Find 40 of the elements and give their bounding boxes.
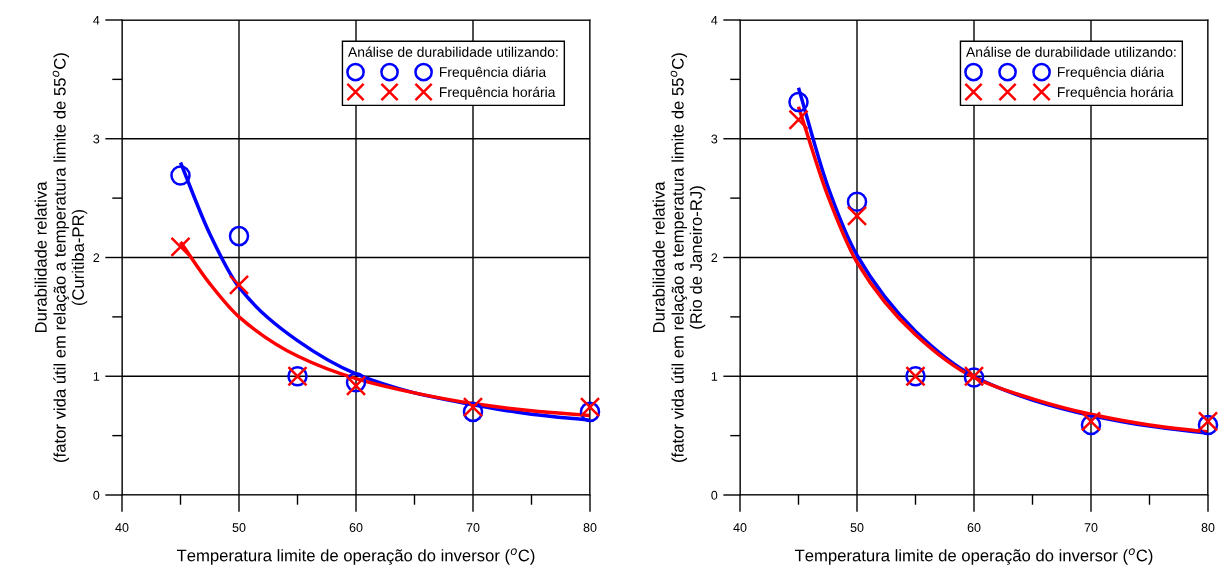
x-tick-label: 40 [733,523,747,532]
x-tick-label: 80 [1201,523,1215,532]
point [170,236,191,258]
x-tick-label: 60 [967,523,981,532]
x-tick-label: 70 [1084,523,1098,532]
x-tick-label: 70 [466,523,480,532]
x-tick-label: 50 [850,523,864,532]
point [846,191,868,212]
legend-title: Análise de durabilidade utilizando: [966,46,1176,57]
text: Durabilidade relativa (fator vida útil em relação a temperatura limite de 55$^{o}$C) (Rio de Janeiro-RJ) [652,53,706,462]
legend-title: Análise de durabilidade utilizando: [348,46,558,57]
point [228,274,250,296]
x-tick-label: 60 [349,523,363,532]
point [846,205,868,227]
x-tick-label: 80 [583,523,597,532]
point [170,165,191,186]
legend-label: Frequência diária [1058,66,1165,80]
point [788,109,809,131]
x-axis-title: Temperatura limite de operação do inversor ($^{o}$C) [794,548,1153,565]
y-tick-label: 2 [93,253,100,263]
point [579,396,601,418]
x-axis-title: Temperatura limite de operação do inversor ($^{o}$C) [176,548,535,565]
y-tick-label: 0 [711,490,718,500]
legend-label: Frequência horária [440,86,556,100]
y-tick-label: 4 [93,15,100,25]
point [788,91,809,113]
legend-label: Frequência diária [440,66,547,80]
legend-label: Frequência horária [1058,86,1174,100]
x-tick-label: 50 [232,523,246,532]
y-tick-label: 4 [711,15,718,25]
y-tick-label: 1 [93,372,100,381]
y-tick-label: 1 [711,372,718,381]
y-tick-label: 0 [93,490,100,500]
point [462,396,484,418]
x-tick-label: 40 [115,523,129,532]
y-tick-label: 2 [711,253,718,263]
text: Durabilidade relativa (fator vida útil em relação a temperatura limite de 55$^{o}$C) (Curitiba-PR) [34,53,88,462]
point [228,225,250,247]
y-tick-label: 3 [711,134,718,144]
y-tick-label: 3 [93,134,100,144]
